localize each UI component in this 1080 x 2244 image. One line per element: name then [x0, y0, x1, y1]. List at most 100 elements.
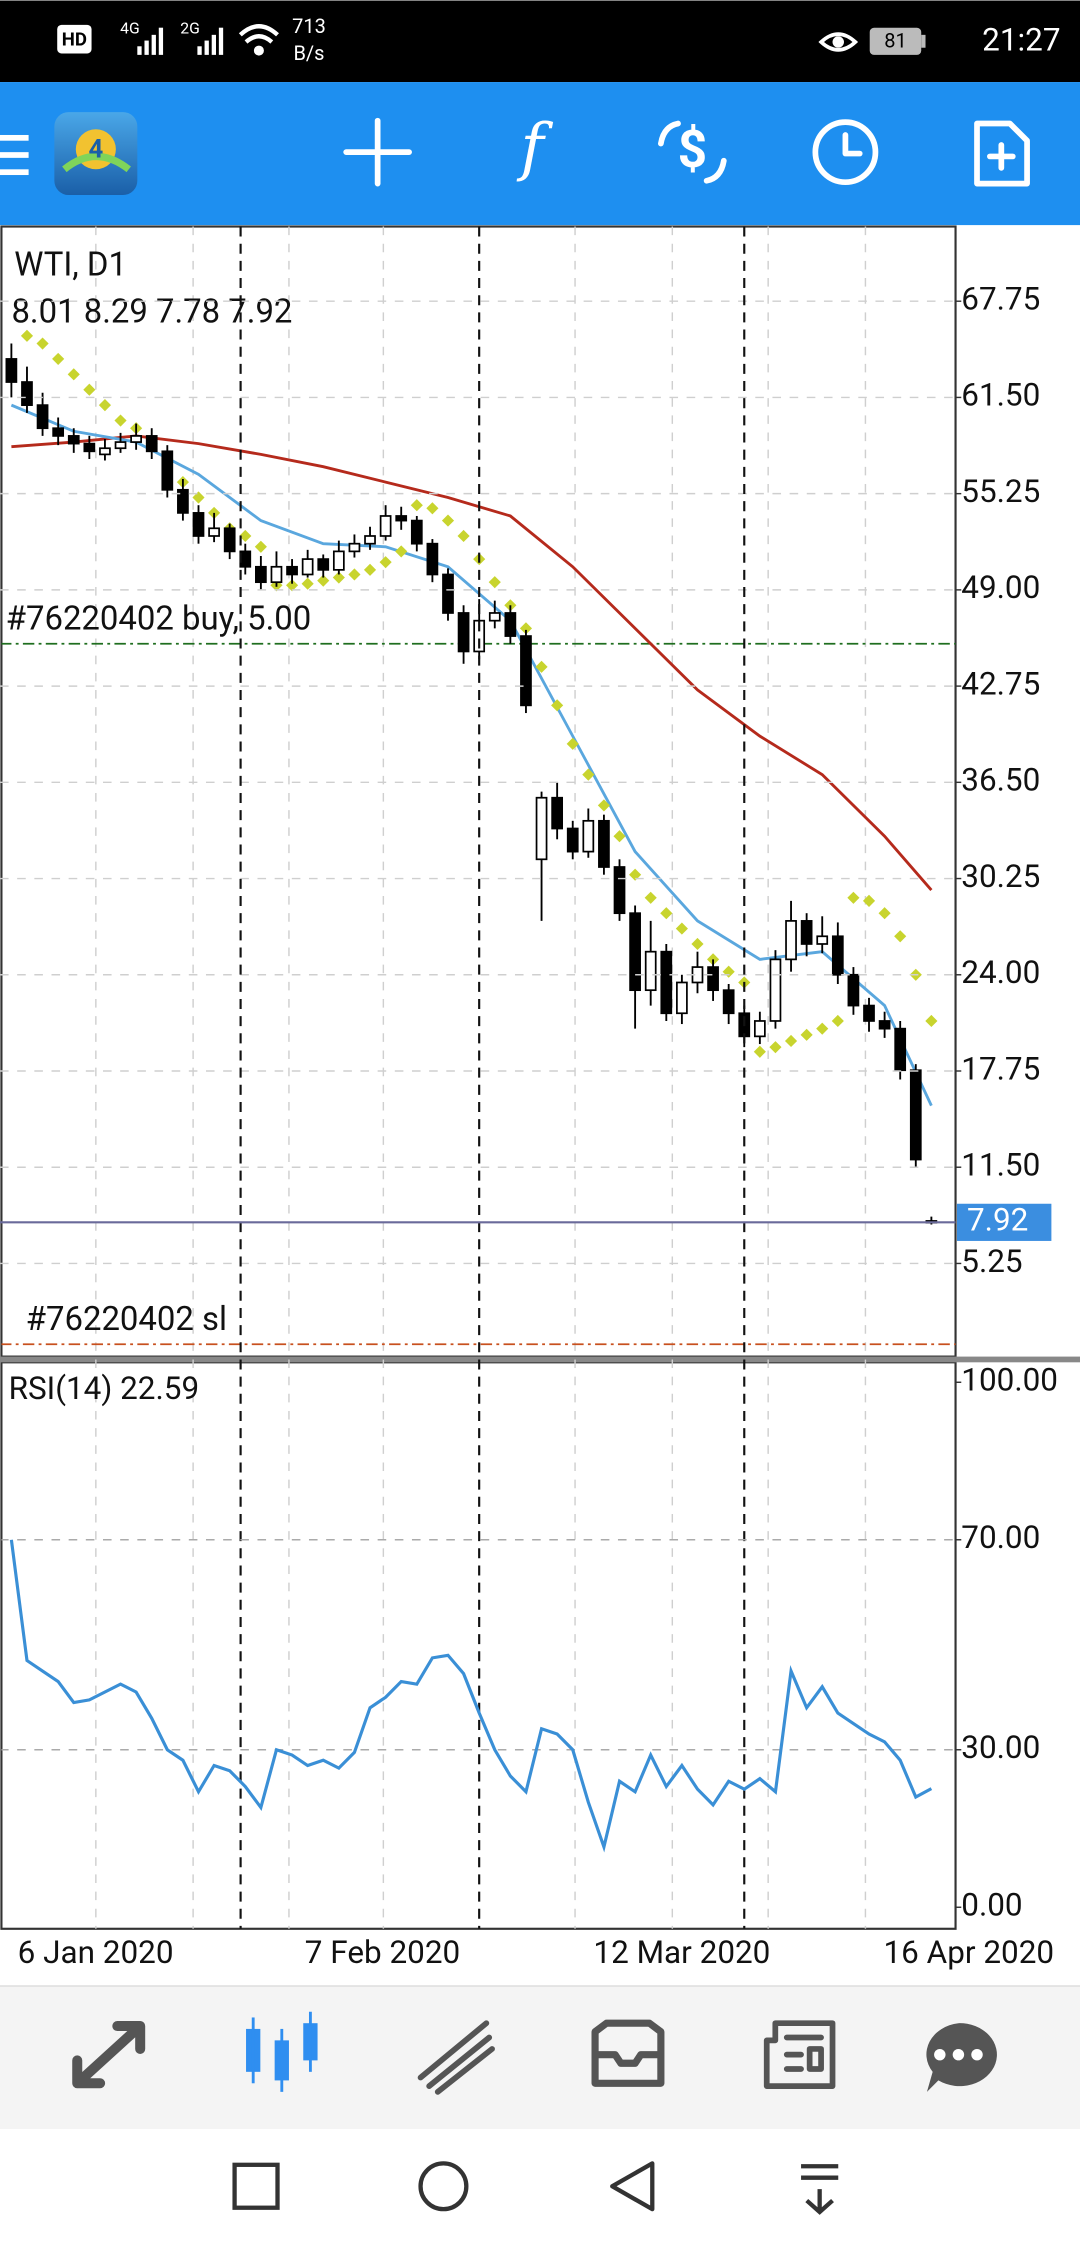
candle-body: [286, 565, 298, 576]
candle-body: [410, 519, 423, 545]
candle-body: [551, 796, 564, 830]
sar-dot: [519, 622, 533, 635]
speed-value: 713: [292, 14, 326, 38]
candle-body: [457, 612, 470, 653]
candle-body: [83, 442, 96, 453]
candle-body: [520, 635, 532, 707]
trade-button[interactable]: $: [658, 119, 727, 184]
candle-body: [909, 1069, 922, 1161]
x-tick-label: 16 Apr 2020: [884, 1934, 1055, 1971]
sar-dot: [660, 907, 673, 920]
chat-tab[interactable]: [926, 2023, 997, 2092]
candle-body: [255, 565, 267, 584]
y-tick-label: 55.25: [961, 473, 1040, 510]
signal-icon: [137, 27, 164, 55]
chart-tab[interactable]: [246, 2011, 318, 2092]
candle-body: [36, 404, 49, 430]
home-button[interactable]: [418, 2161, 469, 2212]
sar-dot: [285, 579, 299, 592]
signal-icon: [197, 27, 224, 55]
sar-dot: [613, 830, 626, 843]
sar-dot: [816, 1022, 829, 1035]
candle-body: [379, 515, 392, 537]
app-logo[interactable]: 4: [54, 112, 138, 196]
candle-body: [161, 450, 174, 491]
y-tick-label: 42.75: [961, 665, 1040, 702]
notification-button[interactable]: [801, 2164, 839, 2215]
candle-body: [831, 935, 844, 976]
tab-bar: [0, 1986, 1080, 2130]
current-price-label: 7.92: [967, 1202, 1028, 1239]
indicator-title: RSI(14) 22.59: [9, 1370, 200, 1407]
quotes-tab[interactable]: [72, 2021, 146, 2089]
sar-dot: [784, 1034, 798, 1048]
sar-dot: [98, 399, 112, 412]
candle-body: [442, 573, 454, 614]
crosshair-button[interactable]: [343, 117, 412, 187]
candle-body: [239, 550, 252, 568]
sar-dot: [67, 368, 80, 381]
period-button[interactable]: [812, 119, 879, 186]
trade-tab[interactable]: [417, 2020, 495, 2095]
x-tick-label: 6 Jan 2020: [18, 1934, 174, 1971]
price-panel: [0, 225, 957, 1358]
hd-badge: [57, 24, 92, 54]
battery-tip: [921, 34, 926, 48]
battery-icon: [869, 27, 922, 55]
new-order-button[interactable]: [974, 120, 1030, 187]
y-tick-label: 100.00: [961, 1362, 1058, 1399]
candle-body: [847, 973, 860, 1007]
candle-body: [192, 512, 205, 537]
battery-level: 81: [884, 28, 907, 52]
candle-body: [364, 535, 376, 545]
back-button[interactable]: [610, 2161, 655, 2212]
y-tick-label: 5.25: [961, 1243, 1022, 1280]
clock: 21:27: [982, 21, 1060, 58]
y-tick-label: 30.00: [961, 1729, 1040, 1766]
candle-body: [426, 542, 439, 576]
rsi-line: [9, 1539, 933, 1853]
net2-label: 2G: [180, 18, 200, 37]
sar-dot: [878, 907, 891, 920]
sar-dot: [441, 514, 455, 527]
candle-body: [816, 935, 829, 945]
recents-button[interactable]: [232, 2162, 280, 2210]
toolbar: [0, 82, 1080, 226]
candle-body: [301, 558, 314, 576]
candle-body: [800, 920, 813, 945]
y-tick-label: 49.00: [961, 569, 1040, 606]
candle-body: [676, 981, 688, 1015]
net1-label: 4G: [120, 18, 140, 37]
candle-body: [660, 950, 673, 1015]
sar-dot: [239, 529, 252, 543]
chart-layer: WTI, D1 8.01 8.29 7.78 7.92 67.75 61.50 55.2…: [0, 226, 1058, 1971]
history-tab[interactable]: [591, 2019, 665, 2087]
sar-dot: [753, 1045, 766, 1058]
sar-dot: [426, 502, 439, 515]
candle-body: [270, 565, 283, 584]
panel-divider: [0, 1356, 1080, 1363]
sar-dot: [488, 576, 501, 589]
wifi-icon: [238, 24, 279, 56]
sar-dot: [597, 799, 610, 812]
sar-dot: [551, 699, 564, 712]
rsi-plot: [1, 1539, 956, 1853]
menu-button[interactable]: [0, 134, 29, 176]
candle-body: [332, 550, 345, 571]
y-tick-label: 70.00: [961, 1519, 1040, 1556]
current-price-box: [956, 1203, 1052, 1241]
svg-text:4: 4: [88, 135, 103, 165]
candle-body: [99, 447, 111, 456]
sar-dot: [36, 337, 49, 350]
sar-dot: [831, 1014, 844, 1028]
candle-body: [613, 866, 626, 915]
candle-body: [473, 619, 486, 653]
system-nav: [0, 2129, 1080, 2244]
candle-body: [894, 1027, 907, 1072]
y-tick-label: 24.00: [961, 954, 1040, 991]
candle-body: [348, 542, 361, 553]
news-tab[interactable]: [763, 2020, 836, 2089]
candle-body: [863, 1004, 875, 1022]
sar-dot: [847, 891, 860, 904]
candle-body: [130, 435, 142, 443]
